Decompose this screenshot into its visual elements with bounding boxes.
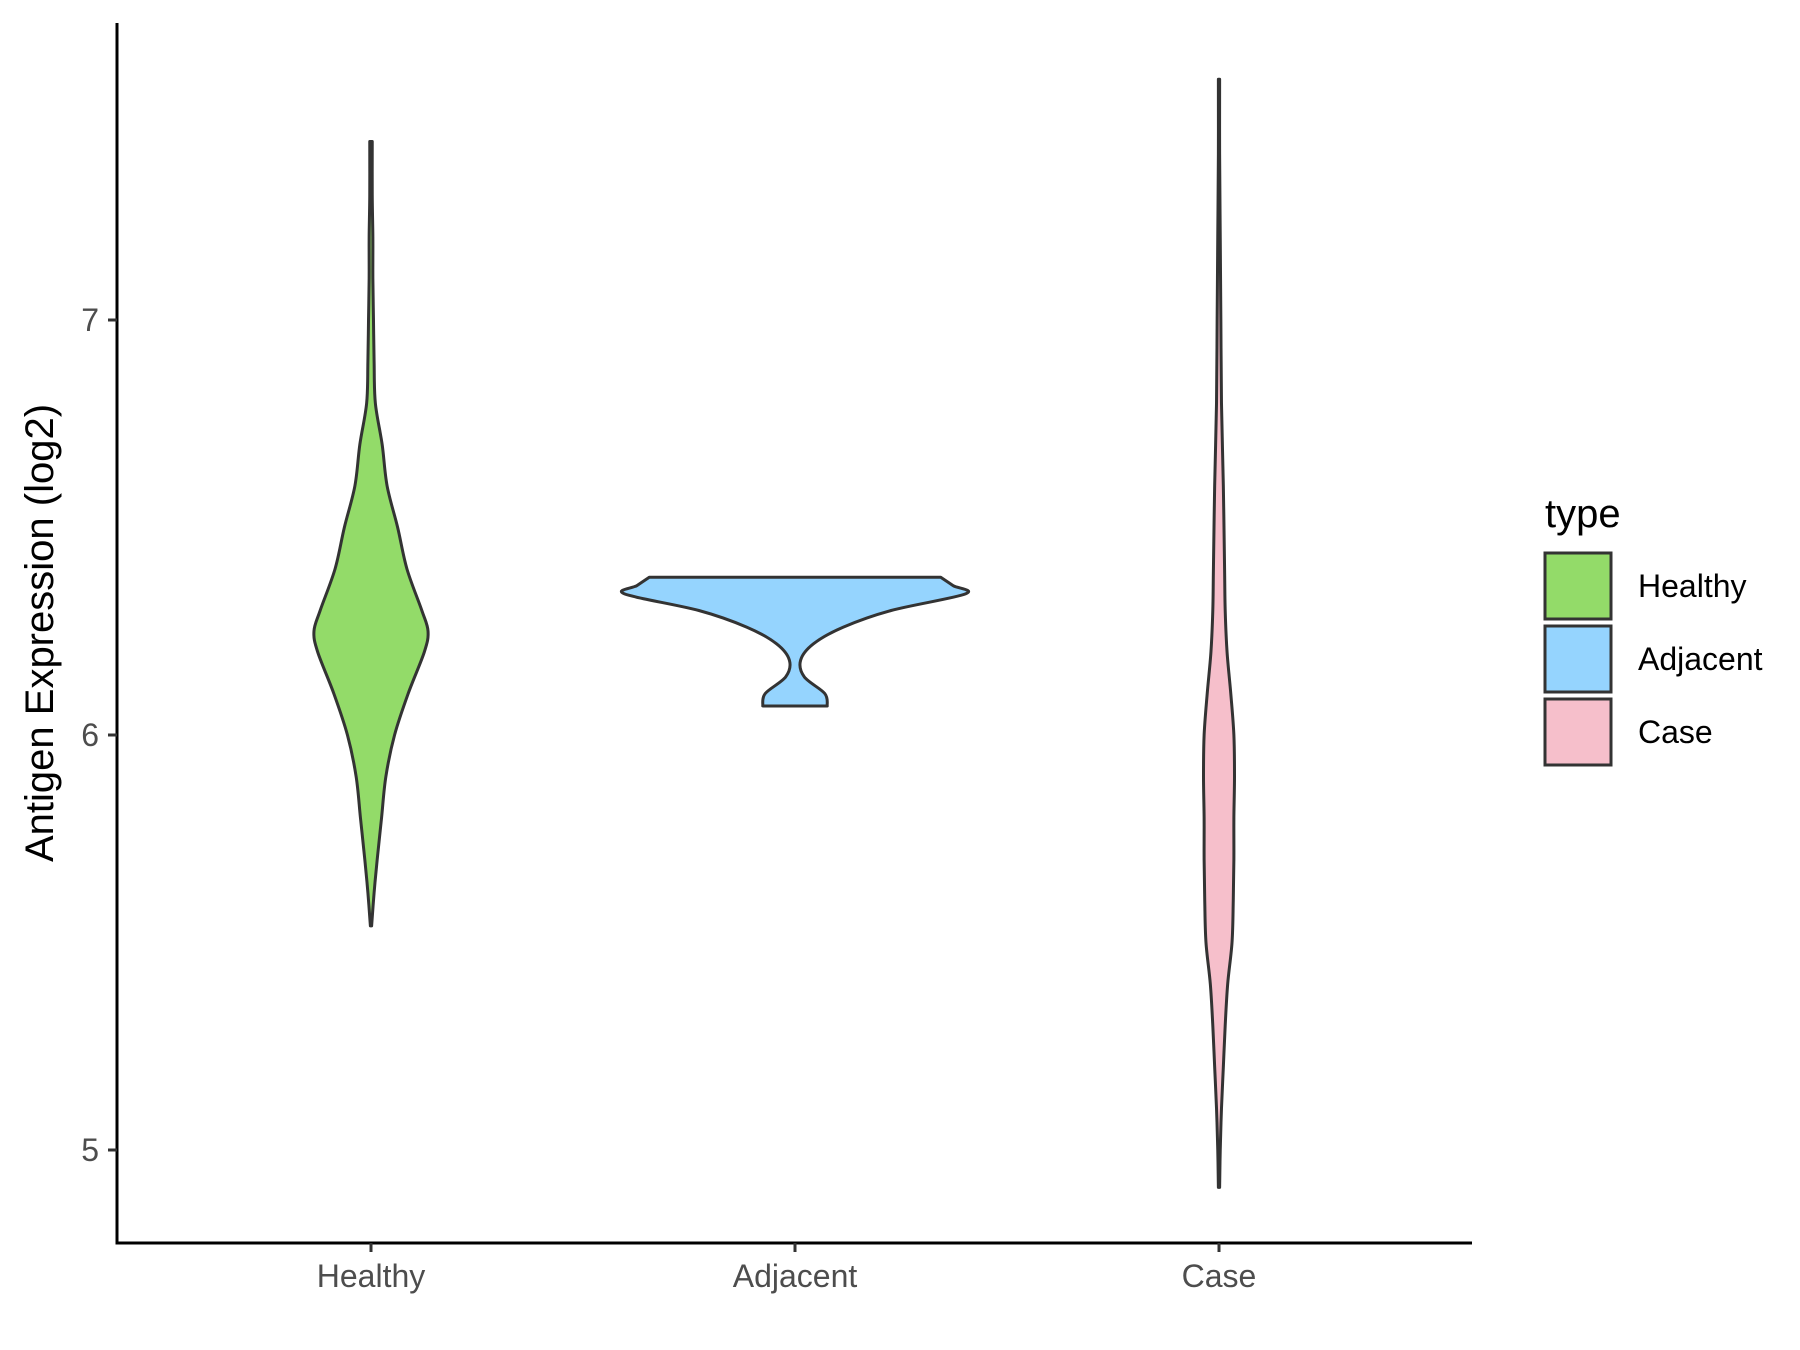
legend-label: Case	[1638, 714, 1713, 750]
violin-layer	[312, 77, 1236, 1189]
legend-swatch	[1543, 624, 1613, 694]
x-tick-label: Adjacent	[733, 1258, 858, 1294]
y-tick-label: 5	[81, 1132, 99, 1168]
x-ticks: Healthy Adjacent Case	[317, 1243, 1257, 1294]
y-tick-label: 7	[81, 302, 99, 338]
legend-title: type	[1545, 492, 1621, 536]
legend-label: Healthy	[1638, 568, 1747, 604]
x-tick-label: Case	[1182, 1258, 1257, 1294]
violin-case	[1202, 77, 1236, 1189]
y-tick-label: 6	[81, 717, 99, 753]
y-axis-title: Antigen Expression (log2)	[18, 404, 62, 862]
violin-healthy	[312, 140, 430, 928]
legend-swatch	[1543, 697, 1613, 767]
legend-items: Healthy Adjacent Case	[1543, 551, 1763, 767]
legend: type Healthy Adjacent Case	[1543, 492, 1763, 767]
x-tick-label: Healthy	[317, 1258, 426, 1294]
y-ticks: 5 6 7	[81, 302, 117, 1168]
violin-adjacent	[619, 575, 971, 708]
legend-swatch	[1543, 551, 1613, 621]
axes: 5 6 7 Healthy Adjacent Case	[81, 23, 1472, 1294]
legend-label: Adjacent	[1638, 641, 1763, 677]
